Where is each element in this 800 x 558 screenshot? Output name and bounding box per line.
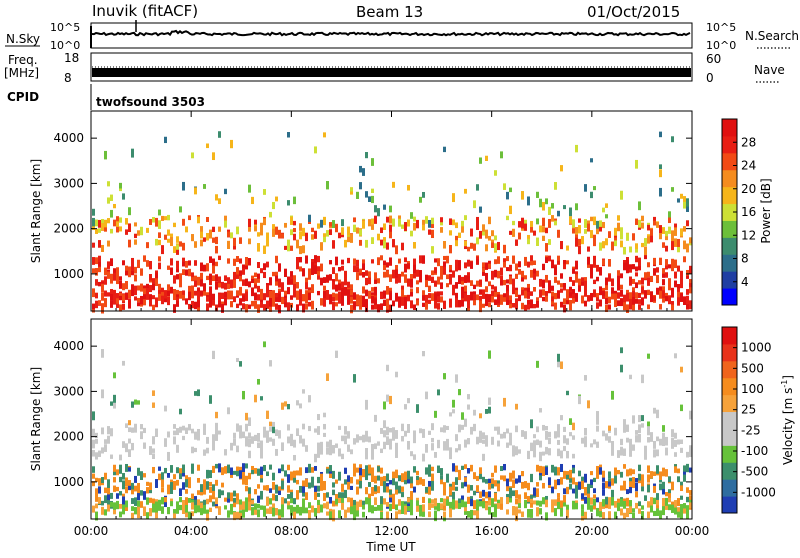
power-cbar-label: Power [dB]: [759, 178, 773, 243]
x-axis: 00:00 04:00 08:00 12:00 16:00 20:00 00:00: [74, 111, 710, 538]
colorbar-segment: [722, 135, 737, 154]
colorbar-tick-label: 4: [741, 275, 749, 289]
colorbar-segment: [722, 360, 737, 379]
nsky-label: N.Sky: [6, 32, 40, 46]
nsky-tick-bottom: 10^0: [50, 39, 80, 52]
colorbar-segment: [722, 237, 737, 255]
freq-label: Freq.: [8, 53, 38, 67]
colorbar-segment: [722, 327, 737, 345]
colorbar-segment: [722, 186, 737, 205]
colorbar-segment: [722, 377, 737, 396]
colorbar-tick-label: 12: [741, 228, 756, 242]
y-tick-label: 4000: [53, 339, 84, 353]
x-tick-label: 00:00: [675, 524, 710, 538]
velocity-cbar-label: Velocity [m s-1]: [780, 375, 795, 465]
nsearch-tick-top: 10^5: [706, 21, 736, 34]
freq-panel: Freq. [MHz] 18 8 Nave 60 0: [4, 51, 785, 85]
colorbar-segment: [722, 203, 737, 221]
power-ylabel: Slant Range [km]: [29, 159, 43, 263]
colorbar-tick-label: 20: [741, 182, 756, 196]
colorbar-tick-label: -25: [741, 423, 761, 437]
colorbar-tick-label: 16: [741, 205, 756, 219]
colorbar-tick-label: -500: [741, 465, 768, 479]
freq-trace: [92, 68, 691, 77]
x-tick-label: 08:00: [274, 524, 309, 538]
freq-unit: [MHz]: [4, 66, 39, 80]
y-tick-label: 2000: [53, 430, 84, 444]
colorbar-tick-label: 8: [741, 252, 749, 266]
nsearch-tick-bottom: 10^0: [706, 39, 736, 52]
x-tick-label: 12:00: [374, 524, 409, 538]
colorbar-segment: [722, 428, 737, 446]
y-tick-label: 1000: [53, 267, 84, 281]
date-title: 01/Oct/2015: [587, 3, 680, 21]
colorbar-tick-label: 500: [741, 361, 764, 375]
y-tick-label: 1000: [53, 475, 84, 489]
colorbar-segment: [722, 220, 737, 238]
colorbar-segment: [722, 462, 737, 480]
freq-tick-top: 18: [64, 51, 79, 65]
colorbar-segment: [722, 169, 737, 188]
colorbar-segment: [722, 271, 737, 289]
colorbar-tick-label: 100: [741, 382, 764, 396]
colorbar-tick-label: -1000: [741, 485, 776, 499]
x-tick-label: 16:00: [474, 524, 509, 538]
nsky-panel: N.Sky 10^5 10^0 N.Search 10^5 10^0: [5, 20, 799, 52]
y-tick-label: 3000: [53, 176, 84, 190]
velocity-cbar-label-sup: -1: [780, 380, 789, 388]
colorbar-tick-label: 25: [741, 403, 756, 417]
nave-tick-bottom: 0: [706, 71, 714, 85]
x-tick-label: 04:00: [174, 524, 209, 538]
nsearch-label: N.Search: [745, 29, 799, 43]
colorbar-tick-label: 24: [741, 159, 756, 173]
colorbar-segment: [722, 411, 737, 429]
colorbar-segment: [722, 152, 737, 171]
nsky-trace: [91, 29, 691, 37]
x-tick-label: 00:00: [74, 524, 109, 538]
x-tick-label: 20:00: [575, 524, 610, 538]
nave-label: Nave: [754, 63, 785, 77]
colorbar-segment: [722, 445, 737, 463]
freq-tick-bottom: 8: [64, 71, 72, 85]
nave-tick-top: 60: [706, 52, 721, 66]
colorbar-segment: [722, 119, 737, 137]
colorbar-tick-label: 1000: [741, 341, 772, 355]
velocity-panel: 4000 3000 2000 1000 Slant Range [km] 1000 50…: [29, 318, 795, 522]
station-title: Inuvik (fitACF): [92, 2, 198, 20]
colorbar-tick-label: -100: [741, 444, 768, 458]
beam-title: Beam 13: [356, 3, 423, 21]
y-tick-label: 2000: [53, 222, 84, 236]
colorbar-segment: [722, 394, 737, 413]
y-tick-label: 3000: [53, 384, 84, 398]
cpid-label: CPID: [7, 90, 39, 104]
velocity-cbar-label-end: ]: [781, 375, 795, 380]
power-panel: 4000 3000 2000 1000 Slant Range [km] 28 24 20…: [29, 110, 773, 314]
x-axis-label: Time UT: [365, 540, 416, 554]
colorbar-segment: [722, 496, 737, 514]
colorbar-segment: [722, 343, 737, 362]
colorbar-tick-label: 28: [741, 135, 756, 149]
y-tick-label: 4000: [53, 131, 84, 145]
velocity-ylabel: Slant Range [km]: [29, 367, 43, 471]
nsky-tick-top: 10^5: [50, 21, 80, 34]
velocity-cbar-label-main: Velocity [m s: [781, 388, 795, 465]
cpid-value: twofsound 3503: [96, 95, 205, 109]
colorbar-segment: [722, 254, 737, 272]
colorbar-segment: [722, 288, 737, 306]
colorbar-segment: [722, 479, 737, 497]
